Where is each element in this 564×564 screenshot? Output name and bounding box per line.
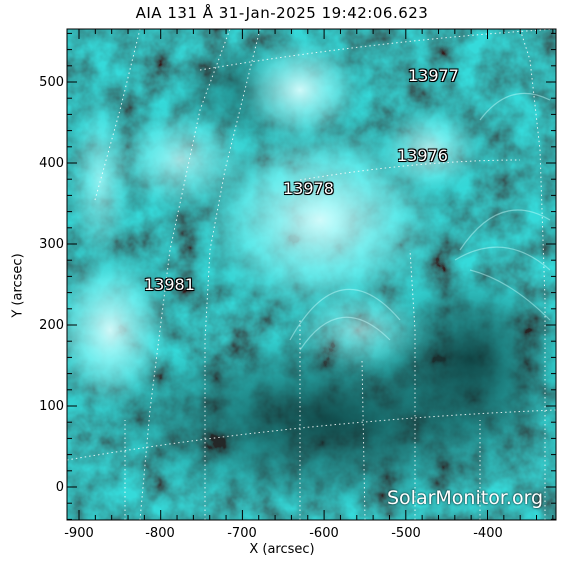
x-tick-label: -500: [391, 526, 421, 541]
y-tick-label: 200: [39, 318, 64, 333]
active-region-label: 13976: [397, 146, 448, 165]
axis-ticks: [67, 29, 556, 520]
y-axis-label: Y (arcsec): [10, 253, 26, 318]
x-axis-label: X (arcsec): [249, 542, 315, 557]
x-tick-label: -900: [64, 526, 94, 541]
y-tick-label: 0: [55, 480, 64, 495]
x-tick-label: -700: [227, 526, 257, 541]
y-tick-label: 300: [39, 237, 64, 252]
y-tick-label: 400: [39, 156, 64, 171]
sun-image: [67, 29, 556, 520]
active-region-label: 13977: [408, 66, 459, 85]
y-tick-label: 500: [39, 75, 64, 90]
y-tick-label: 100: [39, 399, 64, 414]
plot-frame: [66, 28, 557, 521]
x-tick-label: -800: [145, 526, 175, 541]
x-tick-label: -600: [309, 526, 339, 541]
active-region-label: 13978: [283, 179, 334, 198]
active-region-label: 13981: [144, 275, 195, 294]
image-title: AIA 131 Å 31-Jan-2025 19:42:06.623: [135, 4, 429, 22]
x-tick-label: -400: [473, 526, 503, 541]
watermark-text: SolarMonitor.org: [387, 487, 544, 509]
